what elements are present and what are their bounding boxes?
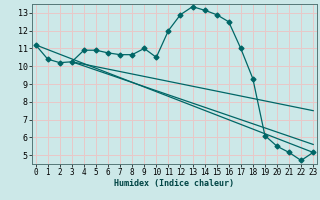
X-axis label: Humidex (Indice chaleur): Humidex (Indice chaleur) — [115, 179, 234, 188]
